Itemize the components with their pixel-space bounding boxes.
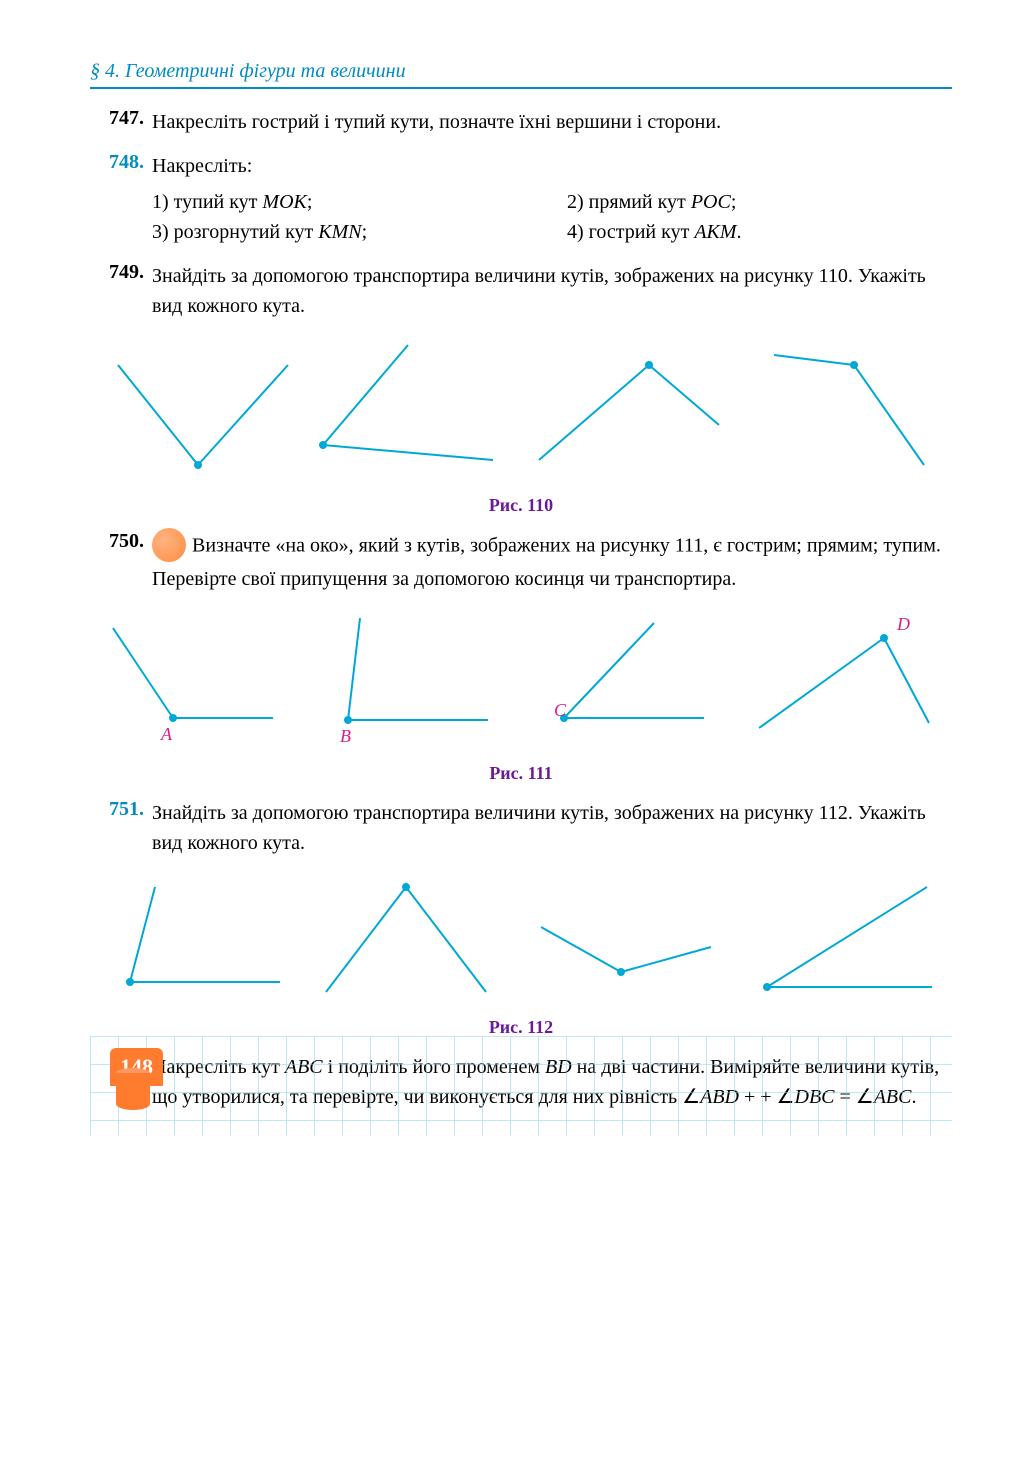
angle-diagram: D: [749, 608, 939, 753]
subpart-3: 3) розгорнутий кут KMN;: [152, 217, 537, 247]
subpart-4: 4) гострий кут AKM.: [567, 217, 952, 247]
problem-number: 747.: [90, 107, 152, 137]
angle-diagram: [529, 335, 729, 485]
problem-748: 748. Накресліть: 1) тупий кут MOK; 2) пр…: [90, 151, 952, 247]
problem-text: Накресліть: 1) тупий кут MOK; 2) прямий …: [152, 151, 952, 247]
cylinder-icon: [116, 1068, 150, 1110]
svg-text:A: A: [160, 724, 173, 744]
figure-112: [90, 872, 952, 1007]
problem-number: 751.: [90, 798, 152, 858]
svg-text:D: D: [896, 614, 910, 634]
problem-text: Визначте «на око», який з кутів, зображе…: [152, 530, 952, 594]
angle-diagram: [316, 872, 511, 1007]
problem-number: 748.: [90, 151, 152, 247]
grid-decoration: [90, 1036, 952, 1136]
problem-text: Накресліть гострий і тупий кути, позначт…: [152, 107, 952, 137]
svg-text:B: B: [340, 726, 351, 746]
problem-text: Знайдіть за допомогою транспортира велич…: [152, 798, 952, 858]
figure-caption-112: Рис. 112: [90, 1017, 952, 1038]
problem-number: 749.: [90, 261, 152, 321]
section-header: § 4. Геометричні фігури та величини: [90, 60, 952, 89]
angle-diagram: [313, 335, 513, 485]
angle-diagram: A: [103, 608, 293, 753]
figure-caption-110: Рис. 110: [90, 495, 952, 516]
problem-749: 749. Знайдіть за допомогою транспортира …: [90, 261, 952, 321]
angle-diagram: [744, 335, 944, 485]
figure-111: A B C D: [90, 608, 952, 753]
angle-diagram: [531, 872, 726, 1007]
angle-diagram: [98, 335, 298, 485]
problem-751: 751. Знайдіть за допомогою транспортира …: [90, 798, 952, 858]
angle-diagram: C: [534, 608, 724, 753]
angle-diagram: [747, 872, 942, 1007]
figure-110: [90, 335, 952, 485]
intro: Накресліть:: [152, 155, 252, 177]
problem-750: 750. Визначте «на око», який з кутів, зо…: [90, 530, 952, 594]
subpart-2: 2) прямий кут POC;: [567, 187, 952, 217]
angle-diagram: [100, 872, 295, 1007]
problem-747: 747. Накресліть гострий і тупий кути, по…: [90, 107, 952, 137]
subpart-1: 1) тупий кут MOK;: [152, 187, 537, 217]
svg-text:C: C: [554, 700, 567, 720]
problem-number: 750.: [90, 530, 152, 594]
figure-caption-111: Рис. 111: [90, 763, 952, 784]
pair-work-icon: [152, 528, 186, 562]
problem-text: Знайдіть за допомогою транспортира велич…: [152, 261, 952, 321]
angle-diagram: B: [318, 608, 508, 753]
